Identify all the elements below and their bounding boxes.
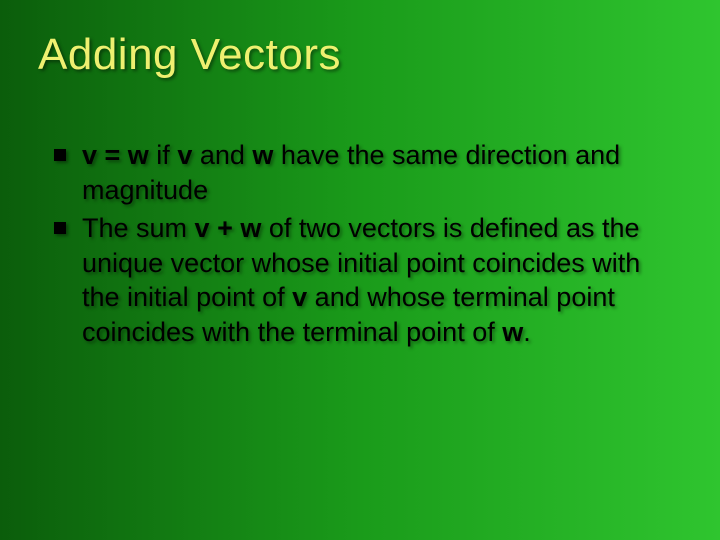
bullet-item: v = w if v and w have the same direction…: [82, 138, 682, 207]
text-run: v + w: [195, 213, 262, 243]
text-run: v = w: [82, 140, 149, 170]
bullet-list: v = w if v and w have the same direction…: [38, 138, 682, 349]
text-run: .: [523, 317, 531, 347]
text-run: The sum: [82, 213, 195, 243]
text-run: v: [292, 282, 307, 312]
text-run: if: [149, 140, 178, 170]
slide: Adding Vectors v = w if v and w have the…: [0, 0, 720, 540]
text-run: and: [192, 140, 252, 170]
slide-title: Adding Vectors: [38, 30, 682, 80]
text-run: v: [177, 140, 192, 170]
bullet-item: The sum v + w of two vectors is defined …: [82, 211, 682, 349]
text-run: w: [252, 140, 273, 170]
text-run: w: [502, 317, 523, 347]
